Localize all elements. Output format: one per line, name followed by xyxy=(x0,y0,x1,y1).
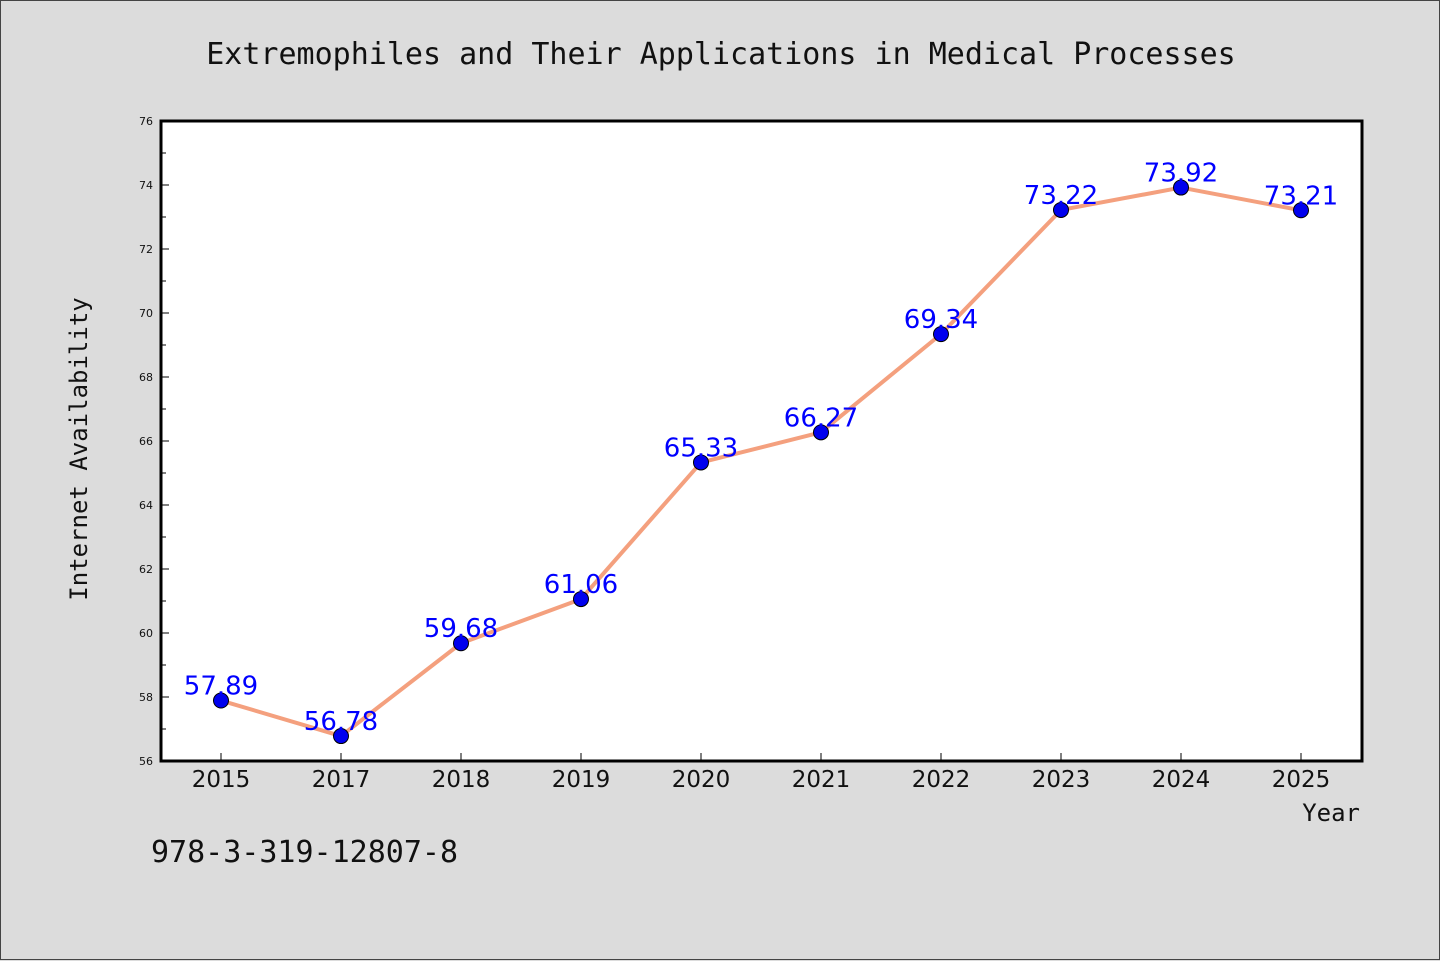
data-point xyxy=(1053,201,1069,218)
data-point xyxy=(933,326,949,343)
series-line xyxy=(220,185,1302,739)
x-tick-label: 2019 xyxy=(552,767,611,793)
y-tick-label: 74 xyxy=(139,179,153,192)
y-axis-label: Internet Availability xyxy=(65,297,93,600)
data-label: 73.92 xyxy=(1144,159,1218,189)
data-point xyxy=(213,692,229,709)
y-tick-label: 64 xyxy=(139,499,153,512)
y-tick-label: 58 xyxy=(139,691,153,704)
data-label: 73.21 xyxy=(1264,181,1338,211)
x-axis: 2015 2017 2018 2019 2020 2021 2022 2023 2024 2025 xyxy=(192,753,1331,793)
y-tick-label: 56 xyxy=(139,755,153,768)
y-tick-label: 68 xyxy=(139,371,153,384)
y-tick-label: 76 xyxy=(139,115,153,128)
data-label: 59.68 xyxy=(424,614,498,644)
y-tick-label: 66 xyxy=(139,435,153,448)
data-point xyxy=(1293,202,1309,219)
y-tick-label: 62 xyxy=(139,563,153,576)
series-layer: 57.89 56.78 59.68 61.06 65.33 66.27 69.34 73.22… xyxy=(184,159,1338,745)
y-tick-label: 60 xyxy=(139,627,153,640)
y-axis: 56 58 60 62 64 66 68 70 72 74 76 xyxy=(139,115,169,768)
data-point xyxy=(813,424,829,441)
x-tick-label: 2022 xyxy=(912,767,971,793)
y-tick-label: 72 xyxy=(139,243,153,256)
data-label: 57.89 xyxy=(184,672,258,702)
x-tick-label: 2023 xyxy=(1032,767,1091,793)
isbn-footnote: 978-3-319-12807-8 xyxy=(151,835,459,870)
data-label: 56.78 xyxy=(304,707,378,737)
data-label: 61.06 xyxy=(544,570,618,600)
data-point xyxy=(453,635,469,652)
x-tick-label: 2018 xyxy=(432,767,491,793)
chart-title: Extremophiles and Their Applications in … xyxy=(206,37,1236,72)
x-tick-label: 2024 xyxy=(1152,767,1211,793)
x-axis-label: Year xyxy=(1302,799,1360,827)
plot-area xyxy=(159,119,1364,763)
x-tick-label: 2020 xyxy=(672,767,731,793)
data-point xyxy=(693,454,709,471)
data-label: 73.22 xyxy=(1024,181,1098,211)
y-tick-label: 70 xyxy=(139,307,153,320)
data-point xyxy=(333,728,349,745)
x-tick-label: 2025 xyxy=(1272,767,1331,793)
data-point xyxy=(573,591,589,608)
data-label: 66.27 xyxy=(784,403,858,433)
x-tick-label: 2021 xyxy=(792,767,851,793)
x-tick-label: 2017 xyxy=(312,767,371,793)
x-tick-label: 2015 xyxy=(192,767,251,793)
data-label: 69.34 xyxy=(904,305,978,335)
data-label: 65.33 xyxy=(664,433,738,463)
data-point xyxy=(1173,179,1189,196)
